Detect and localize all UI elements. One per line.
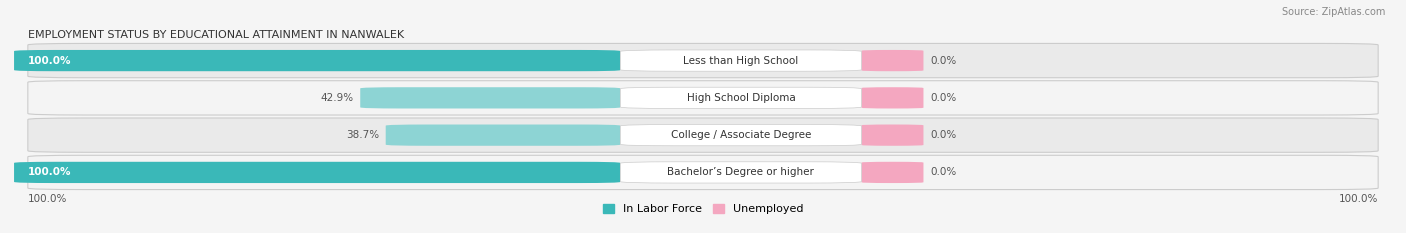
FancyBboxPatch shape xyxy=(28,43,1378,78)
FancyBboxPatch shape xyxy=(14,50,620,71)
Text: Less than High School: Less than High School xyxy=(683,56,799,65)
Text: EMPLOYMENT STATUS BY EDUCATIONAL ATTAINMENT IN NANWALEK: EMPLOYMENT STATUS BY EDUCATIONAL ATTAINM… xyxy=(28,30,404,40)
FancyBboxPatch shape xyxy=(360,87,620,109)
Legend: In Labor Force, Unemployed: In Labor Force, Unemployed xyxy=(598,200,808,219)
Text: High School Diploma: High School Diploma xyxy=(686,93,796,103)
Text: 0.0%: 0.0% xyxy=(931,56,956,65)
Text: Bachelor’s Degree or higher: Bachelor’s Degree or higher xyxy=(668,168,814,177)
Text: College / Associate Degree: College / Associate Degree xyxy=(671,130,811,140)
Text: 42.9%: 42.9% xyxy=(321,93,353,103)
Text: Source: ZipAtlas.com: Source: ZipAtlas.com xyxy=(1281,7,1385,17)
Text: 38.7%: 38.7% xyxy=(346,130,378,140)
FancyBboxPatch shape xyxy=(620,124,862,146)
Text: 0.0%: 0.0% xyxy=(931,168,956,177)
FancyBboxPatch shape xyxy=(620,162,862,183)
FancyBboxPatch shape xyxy=(620,50,862,71)
Text: 100.0%: 100.0% xyxy=(1339,194,1378,204)
Text: 100.0%: 100.0% xyxy=(28,56,72,65)
Text: 100.0%: 100.0% xyxy=(28,194,67,204)
FancyBboxPatch shape xyxy=(862,124,924,146)
FancyBboxPatch shape xyxy=(14,162,620,183)
Text: 0.0%: 0.0% xyxy=(931,130,956,140)
FancyBboxPatch shape xyxy=(28,155,1378,190)
FancyBboxPatch shape xyxy=(862,50,924,71)
FancyBboxPatch shape xyxy=(28,81,1378,115)
Text: 100.0%: 100.0% xyxy=(28,168,72,177)
Text: 0.0%: 0.0% xyxy=(931,93,956,103)
FancyBboxPatch shape xyxy=(620,87,862,109)
FancyBboxPatch shape xyxy=(28,118,1378,152)
FancyBboxPatch shape xyxy=(385,124,620,146)
FancyBboxPatch shape xyxy=(862,162,924,183)
FancyBboxPatch shape xyxy=(862,87,924,109)
